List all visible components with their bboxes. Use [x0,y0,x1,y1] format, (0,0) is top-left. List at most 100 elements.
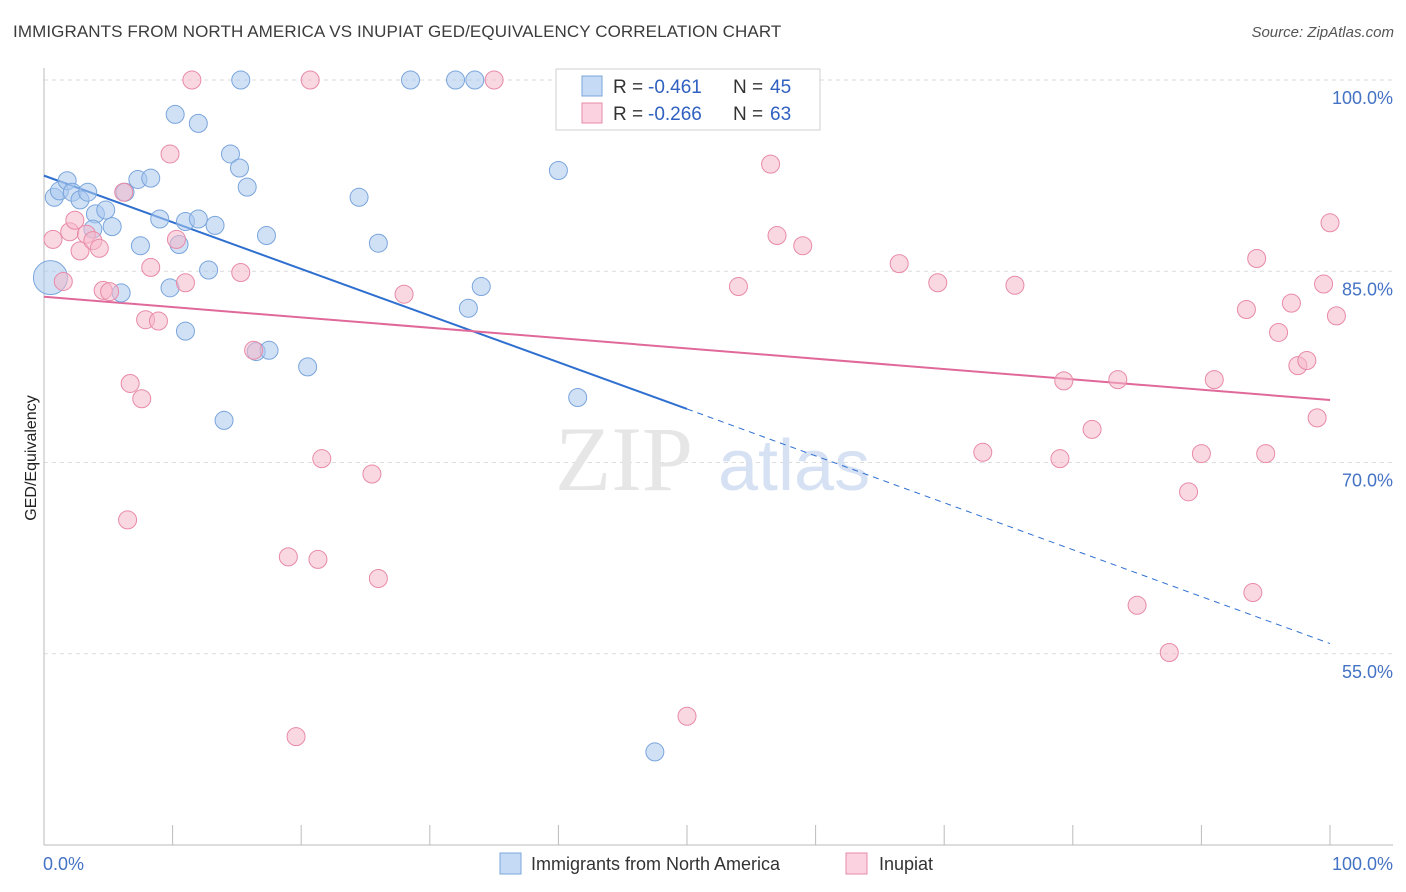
data-point-immigrants [645,742,665,762]
data-point-inupiat [1297,351,1317,370]
data-point-inupiat [1320,213,1340,233]
data-point-inupiat [118,510,138,530]
series-swatch-immigrants [499,852,522,875]
data-point-inupiat [286,727,306,747]
data-point-inupiat [132,389,152,409]
data-point-immigrants [96,200,116,220]
data-point-inupiat [1191,444,1211,464]
data-point-inupiat [100,282,120,302]
y-tick-label: 100.0% [1332,88,1393,108]
data-point-inupiat [1127,595,1147,615]
data-point-inupiat [761,154,781,174]
data-point-inupiat [889,254,909,274]
correlation-legend: R = -0.461 N = 45 R = -0.266 N = 63 [555,68,821,131]
data-point-inupiat [300,70,320,90]
data-point-immigrants [165,104,185,124]
data-point-immigrants [175,321,195,341]
data-point-inupiat [120,373,140,393]
data-point-immigrants [568,387,588,407]
watermark-zip: ZIP [555,408,693,510]
data-point-inupiat [141,257,161,277]
data-point-inupiat [166,229,186,249]
data-point-inupiat [368,569,388,589]
data-point-immigrants [188,209,208,229]
data-point-immigrants [231,70,251,90]
data-point-inupiat [793,236,813,256]
watermark-atlas: atlas [718,426,870,506]
y-tick-label: 85.0% [1342,279,1393,299]
legend-swatch-blue [581,75,603,97]
legend-n-label-2: N = [733,104,763,125]
data-point-inupiat [1326,306,1346,326]
data-point-inupiat [973,442,993,462]
data-point-inupiat [1082,419,1102,439]
data-point-immigrants [188,113,208,133]
data-point-inupiat [312,449,332,469]
chart-source: Source: ZipAtlas.com [1251,24,1394,41]
series-swatch-inupiat [845,852,868,875]
data-point-immigrants [205,215,225,235]
data-point-inupiat [308,549,328,569]
data-point-immigrants [150,209,170,229]
trend-line-2 [43,295,1331,402]
data-point-inupiat [394,284,414,304]
data-point-immigrants [78,182,98,202]
trend-line-1 [43,174,688,410]
data-point-inupiat [65,210,85,230]
data-point-inupiat [677,706,697,726]
data-point-inupiat [43,229,63,249]
legend-r-label-1: R = [613,77,643,98]
data-point-inupiat [1307,408,1327,428]
y-tick-label: 70.0% [1342,471,1393,491]
data-point-inupiat [767,226,787,246]
data-point-inupiat [1243,583,1263,603]
data-point-immigrants [458,298,478,318]
legend-n-value-1: 45 [770,77,791,98]
data-point-inupiat [1179,482,1199,502]
chart-title: IMMIGRANTS FROM NORTH AMERICA VS INUPIAT… [13,22,782,41]
data-point-inupiat [1054,371,1074,391]
data-point-immigrants [141,168,161,188]
data-point-inupiat [1236,300,1256,319]
series-legend: Immigrants from North America Inupiat [499,852,933,875]
data-point-immigrants [548,161,568,181]
data-point-inupiat [928,273,948,293]
data-point-inupiat [1269,322,1289,342]
data-point-inupiat [231,263,251,283]
data-point-immigrants [349,187,369,207]
data-point-immigrants [102,217,122,237]
data-point-inupiat [148,311,168,331]
data-point-immigrants [256,226,276,246]
data-point-inupiat [89,238,109,258]
data-point-inupiat [53,271,73,291]
data-point-inupiat [1108,370,1128,390]
data-point-inupiat [1204,370,1224,390]
data-point-inupiat [1281,293,1301,313]
data-point-inupiat [1005,275,1025,295]
data-point-inupiat [1247,249,1267,268]
data-point-immigrants [130,236,150,256]
x-tick-label-min: 0.0% [43,854,84,874]
legend-r-label-2: R = [613,104,643,125]
data-point-inupiat [70,241,90,261]
data-point-inupiat [175,273,195,293]
legend-r-value-1: -0.461 [648,77,702,98]
data-point-immigrants [298,357,318,377]
data-point-inupiat [278,547,298,567]
data-point-immigrants [471,277,491,297]
axes [43,68,1393,846]
trend-line-extension-1 [686,408,1331,645]
data-point-inupiat [1256,444,1276,464]
data-point-immigrants [368,233,388,253]
data-point-inupiat [484,70,504,90]
data-point-immigrants [229,158,249,178]
data-point-inupiat [1159,642,1179,662]
data-point-immigrants [401,70,421,90]
y-axis-label: GED/Equivalency [23,395,40,520]
series-label-inupiat: Inupiat [879,854,933,874]
series-label-immigrants: Immigrants from North America [531,854,781,874]
data-point-inupiat [1314,274,1334,294]
data-point-immigrants [465,70,485,90]
tick-labels: 100.0% 85.0% 70.0% 55.0% 0.0% 100.0% [43,88,1393,874]
